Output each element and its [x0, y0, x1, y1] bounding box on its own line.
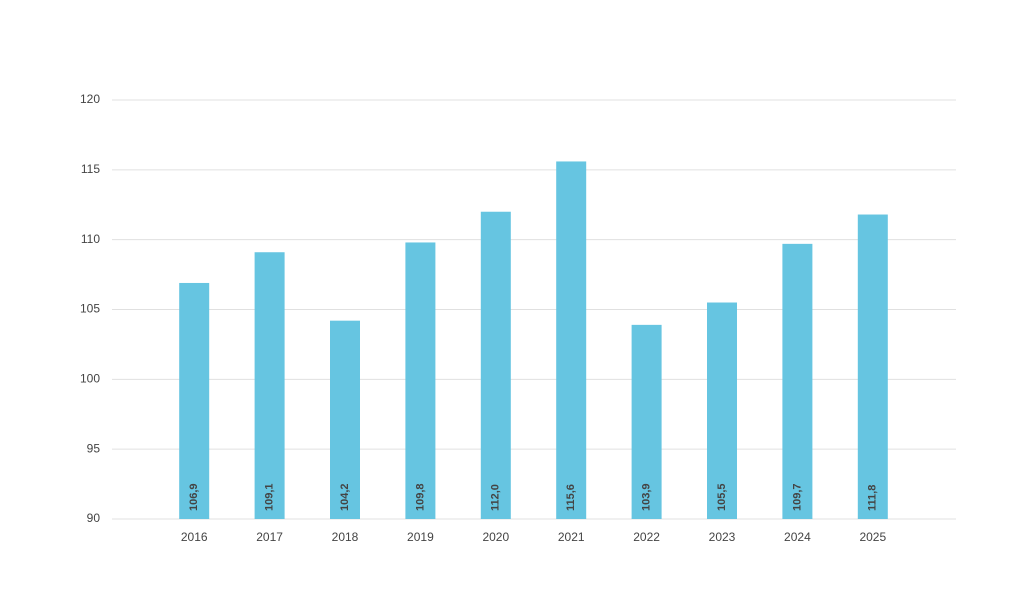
bar — [631, 324, 662, 519]
value-label: 115,6 — [565, 484, 577, 511]
x-tick-label: 2016 — [181, 530, 208, 544]
x-tick-label: 2017 — [256, 530, 283, 544]
value-label: 111,8 — [867, 485, 879, 511]
value-label: 103,9 — [641, 483, 653, 511]
value-label: 109,1 — [264, 483, 276, 511]
y-tick-label: 105 — [80, 302, 100, 316]
x-tick-label: 2022 — [633, 530, 660, 544]
y-tick-label: 100 — [80, 372, 100, 386]
bar — [179, 282, 210, 519]
bar — [254, 252, 285, 519]
value-label: 105,5 — [716, 483, 728, 511]
value-label: 112,0 — [490, 484, 502, 511]
y-tick-label: 95 — [87, 441, 101, 455]
x-tick-label: 2020 — [482, 530, 509, 544]
x-tick-label: 2025 — [859, 530, 886, 544]
value-label: 109,8 — [414, 483, 426, 511]
x-tick-label: 2018 — [332, 530, 359, 544]
bar — [480, 211, 511, 519]
bar — [857, 214, 888, 519]
value-label: 109,7 — [791, 483, 803, 511]
y-tick-label: 120 — [80, 92, 100, 106]
bar — [707, 302, 737, 519]
bar — [782, 243, 813, 519]
x-tick-label: 2024 — [784, 530, 811, 544]
x-tick-label: 2019 — [407, 530, 434, 544]
x-tick-label: 2021 — [558, 530, 585, 544]
bar — [330, 320, 360, 519]
bar — [405, 242, 436, 519]
value-label: 106,9 — [188, 483, 200, 511]
value-label: 104,2 — [339, 483, 351, 511]
y-tick-label: 115 — [81, 162, 100, 176]
y-tick-label: 90 — [87, 511, 101, 525]
x-tick-label: 2023 — [709, 530, 736, 544]
y-tick-label: 110 — [81, 232, 100, 246]
bar — [556, 161, 587, 519]
